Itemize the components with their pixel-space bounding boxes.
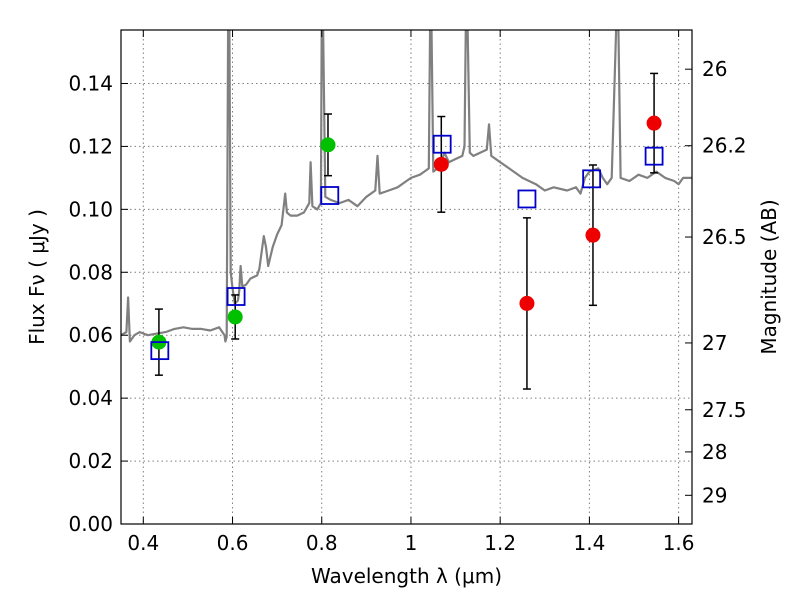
y-tick-label: 0.10 [68,197,113,221]
grid-lines [121,30,692,525]
red-data-point [585,227,601,243]
x-tick-label: 1.2 [484,531,516,555]
red-data-point [519,295,535,311]
right-tick-label: 26.2 [702,134,747,158]
x-tick-label: 1.6 [663,531,695,555]
spectrum-layer [121,30,692,343]
right-tick-label: 27.5 [702,398,747,422]
model-square [226,287,246,306]
right-tick-label: 26 [702,57,727,81]
x-tick-label: 0.4 [127,531,159,555]
model-square [582,169,602,189]
y-tick-label: 0.12 [68,134,113,158]
tick-marks [121,30,692,525]
y-tick-label: 0.02 [68,449,113,473]
y-tick-label: 0.06 [68,323,113,347]
model-square [432,134,452,154]
red-data-point [433,156,449,172]
right-tick-label: 29 [702,483,727,507]
spectrum-line [121,30,692,343]
y-tick-label: 0.08 [68,260,113,284]
right-tick-label: 26.5 [702,225,747,249]
y-tick-label: 0.04 [68,386,113,410]
y-tick-label: 0.14 [68,71,113,95]
right-axis-label: Magnitude (AB) [757,199,781,354]
y-tick-label: 0.00 [68,512,113,536]
x-tick-label: 0.8 [306,531,338,555]
plot-frame [120,29,693,525]
model-square [320,186,340,205]
x-tick-label: 0.6 [217,531,249,555]
marker-layer [150,115,664,361]
model-square [644,146,664,166]
x-tick-label: 1 [405,531,418,555]
model-square [517,189,537,209]
tick-labels: 0.4 0.6 0.8 1 1.2 1.4 1.6 0.00 0.02 0.04 0.06 0.08 0… [68,57,746,555]
right-tick-label: 28 [702,440,727,464]
x-axis-label: Wavelength λ (μm) [311,564,502,588]
x-tick-label: 1.4 [573,531,605,555]
green-data-point [320,137,336,153]
green-data-point [227,309,243,325]
y-axis-label: Flux Fν ( μJy ) [25,209,49,345]
model-square [150,341,170,361]
red-data-point [646,115,662,131]
right-tick-label: 27 [702,331,727,355]
